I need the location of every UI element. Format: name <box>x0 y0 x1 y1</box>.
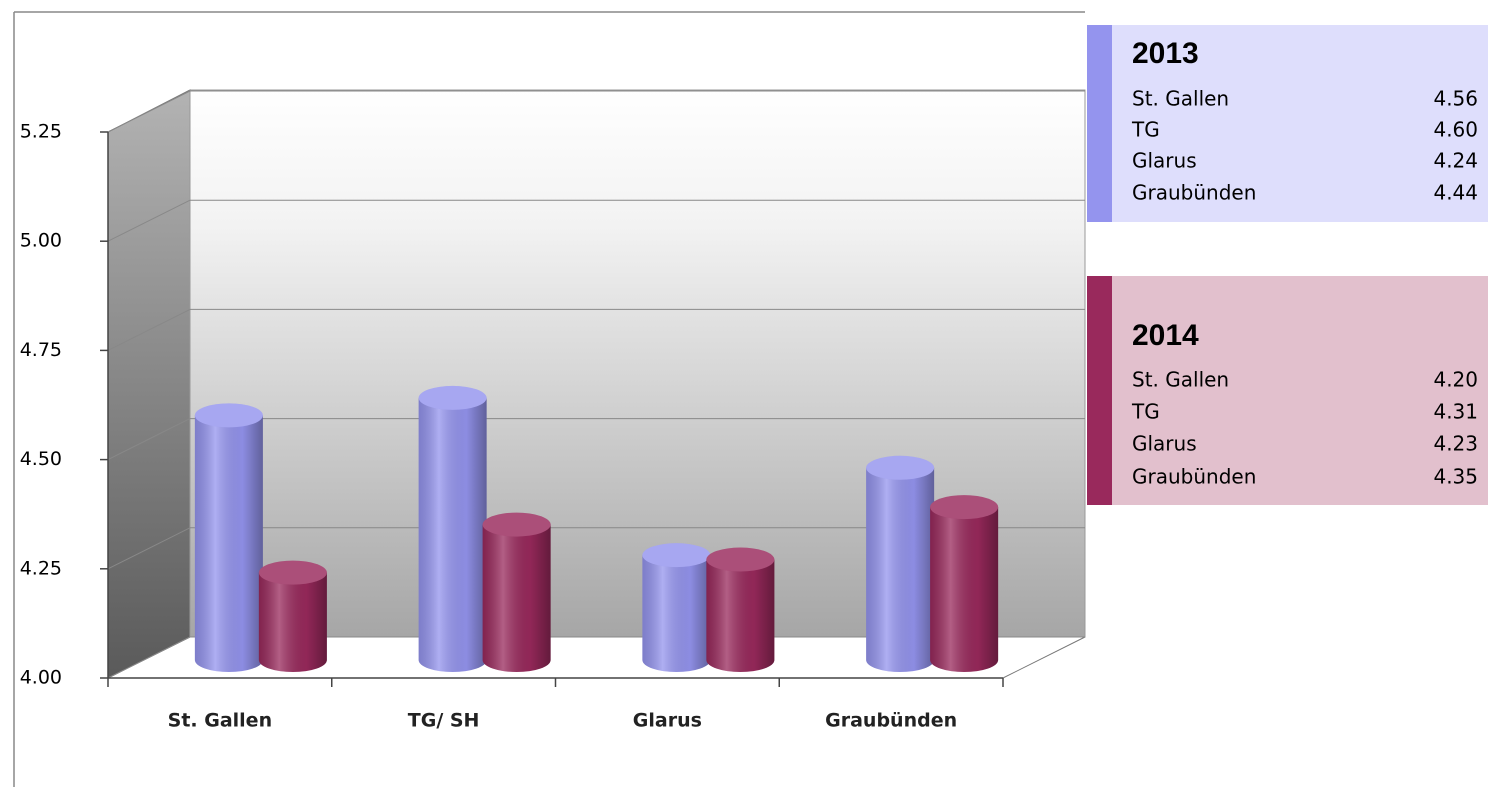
y-tick-label: 5.00 <box>20 230 62 252</box>
legend-value: 4.20 <box>1433 368 1478 392</box>
legend-panel <box>1112 276 1488 505</box>
legend-label: TG <box>1131 118 1160 142</box>
y-tick-label: 4.75 <box>20 339 62 361</box>
legend-value: 4.31 <box>1433 400 1478 424</box>
legend-label: St. Gallen <box>1132 87 1229 111</box>
bar-top-shade <box>706 547 775 572</box>
y-tick-label: 4.00 <box>20 667 62 689</box>
legend-value: 4.24 <box>1433 149 1478 173</box>
legend-label: Glarus <box>1132 432 1197 456</box>
bar-shade <box>482 524 551 672</box>
legend-value: 4.23 <box>1433 432 1478 456</box>
grid-line <box>107 527 191 570</box>
bar-shade <box>706 559 775 672</box>
legend-title: 2014 <box>1132 319 1199 352</box>
bar-top-shade <box>482 512 551 537</box>
legend-title: 2013 <box>1132 37 1199 70</box>
bar-top <box>642 543 711 568</box>
legend-swatch <box>1087 276 1112 505</box>
legend: 2013 St. Gallen 4.56 TG 4.60 Glarus 4.24 Graubü… <box>1087 25 1488 505</box>
legend-value: 4.56 <box>1433 87 1478 111</box>
bar-shade <box>866 467 935 672</box>
y-tick-label: 4.50 <box>20 448 62 470</box>
legend-label: Graubünden <box>1132 465 1256 489</box>
legend-label: TG <box>1131 400 1160 424</box>
grid-line <box>107 199 191 242</box>
x-tick-label: Graubünden <box>825 710 957 732</box>
side-wall <box>107 89 191 679</box>
bar-shade <box>930 507 999 672</box>
grid-line <box>107 636 191 679</box>
axes: 4.00 4.25 4.50 4.75 5.00 5.25 St. Gallen TG/ SH… <box>20 121 1004 732</box>
y-tick-label: 4.25 <box>20 557 62 579</box>
bar-top <box>194 403 263 428</box>
frame <box>13 11 1085 787</box>
bar-top <box>866 455 935 480</box>
bar-shade <box>194 415 263 672</box>
bar-top <box>418 385 487 410</box>
grid-line <box>107 418 191 461</box>
legend-value: 4.60 <box>1433 118 1478 142</box>
x-tick-label: Glarus <box>633 710 702 732</box>
bars <box>194 385 999 672</box>
legend-label: Glarus <box>1132 149 1197 173</box>
legend-label: St. Gallen <box>1132 368 1229 392</box>
y-tick-label: 5.25 <box>20 121 62 143</box>
x-tick-label: St. Gallen <box>168 710 272 732</box>
legend-swatch <box>1087 25 1112 222</box>
bar-top-shade <box>258 560 327 585</box>
bar-shade <box>642 555 711 672</box>
bar-top <box>706 547 775 572</box>
bar-top <box>258 560 327 585</box>
bar-shade <box>258 572 327 672</box>
bar-top-shade <box>930 495 999 520</box>
x-tick-label: TG/ SH <box>408 710 480 732</box>
legend-panel <box>1112 25 1488 222</box>
legend-value: 4.44 <box>1433 181 1478 205</box>
grid-line <box>107 308 191 351</box>
bar-top-shade <box>866 455 935 480</box>
bar-top <box>482 512 551 537</box>
legend-label: Graubünden <box>1132 181 1256 205</box>
bar-top-shade <box>194 403 263 428</box>
bar-top-shade <box>418 385 487 410</box>
bar-top <box>930 495 999 520</box>
legend-value: 4.35 <box>1433 465 1478 489</box>
bar-top-shade <box>642 543 711 568</box>
bar-shade <box>418 397 487 672</box>
grid-line <box>107 90 191 133</box>
